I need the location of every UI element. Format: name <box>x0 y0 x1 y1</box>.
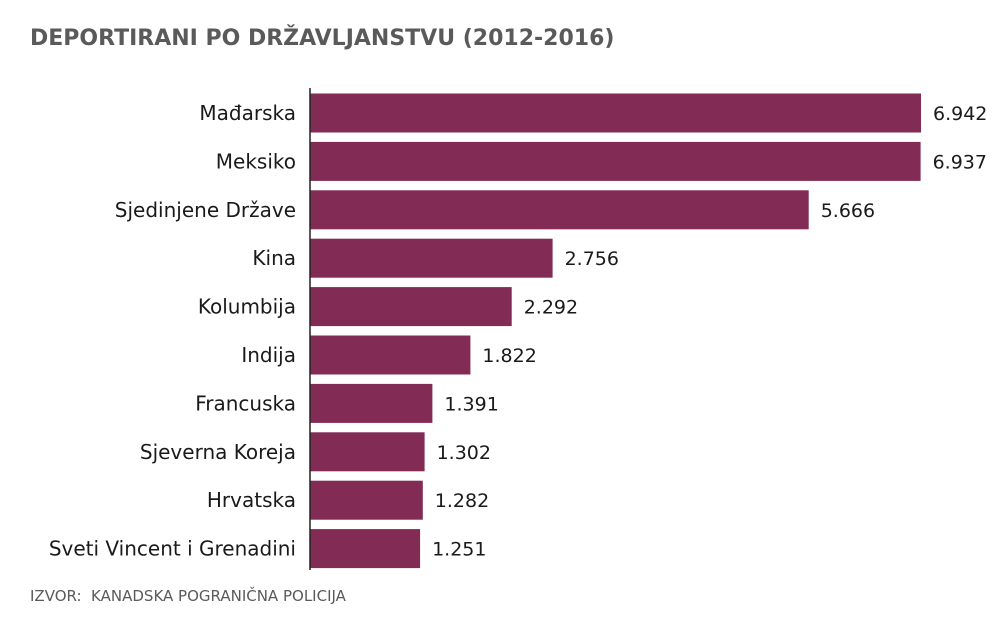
bar-1 <box>310 141 921 181</box>
bar-6 <box>310 383 433 423</box>
value-label-6: 1.391 <box>444 393 498 415</box>
value-label-9: 1.251 <box>432 539 486 561</box>
bar-8 <box>310 480 423 520</box>
bar-3 <box>310 238 553 278</box>
category-label-4: Kolumbija <box>198 295 296 319</box>
bar-7 <box>310 432 425 472</box>
category-label-7: Sjeverna Koreja <box>140 440 296 464</box>
labels-layer: Mađarska 6.942 Meksiko 6.937 Sjedinjene Drža… <box>49 101 988 561</box>
bars-layer <box>310 93 921 569</box>
category-label-5: Indija <box>241 343 296 367</box>
category-label-6: Francuska <box>195 391 296 415</box>
bar-9 <box>310 529 421 569</box>
bar-0 <box>310 93 921 133</box>
category-label-8: Hrvatska <box>207 488 296 512</box>
value-label-8: 1.282 <box>435 490 489 512</box>
value-label-4: 2.292 <box>524 297 578 319</box>
bar-2 <box>310 190 809 230</box>
value-label-3: 2.756 <box>565 248 619 270</box>
category-label-0: Mađarska <box>199 101 296 125</box>
chart-title: DEPORTIRANI PO DRŽAVLJANSTVU (2012-2016) <box>30 26 615 51</box>
category-label-3: Kina <box>252 246 296 270</box>
value-label-7: 1.302 <box>437 442 491 464</box>
source-note: IZVOR: KANADSKA POGRANIČNA POLICIJA <box>30 587 346 605</box>
value-label-2: 5.666 <box>821 200 875 222</box>
category-label-1: Meksiko <box>216 149 296 173</box>
value-label-5: 1.822 <box>482 345 536 367</box>
bar-5 <box>310 335 471 375</box>
bar-4 <box>310 287 512 327</box>
value-label-1: 6.937 <box>933 151 987 173</box>
category-label-2: Sjedinjene Države <box>115 198 296 222</box>
category-label-9: Sveti Vincent i Grenadini <box>49 537 296 561</box>
value-label-0: 6.942 <box>933 103 987 125</box>
